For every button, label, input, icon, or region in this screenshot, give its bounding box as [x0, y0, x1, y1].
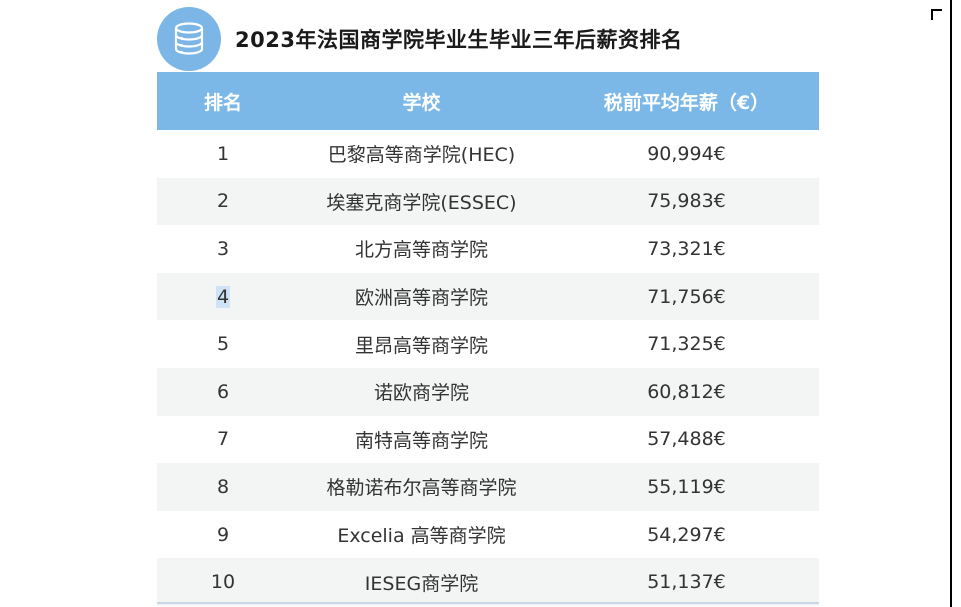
crop-corner-mark — [931, 9, 942, 20]
header-rank: 排名 — [203, 91, 242, 114]
header-school: 学校 — [402, 91, 441, 114]
rank-cell: 3 — [216, 237, 230, 260]
rank-cell: 4 — [157, 285, 289, 308]
school-cell: 欧洲高等商学院 — [354, 287, 488, 310]
school-cell: 诺欧商学院 — [373, 382, 469, 405]
salary-cell: 55,119€ — [647, 475, 726, 498]
table-header: 排名 学校 税前平均年薪（€） — [157, 72, 819, 130]
table-row: 6 诺欧商学院 60,812€ — [157, 367, 819, 416]
table-row: 5 里昂高等商学院 71,325€ — [157, 320, 819, 368]
page-title: 2023年法国商学院毕业生毕业三年后薪资排名 — [235, 28, 683, 52]
table-row: 8 格勒诺布尔高等商学院 55,119€ — [157, 463, 819, 511]
rank-cell: 2 — [216, 190, 230, 213]
salary-cell: 73,321€ — [647, 237, 726, 260]
rank-cell: 5 — [216, 333, 230, 356]
rank-cell: 7 — [216, 428, 230, 451]
school-cell: Excelia 高等商学院 — [337, 525, 506, 548]
rank-cell: 8 — [216, 475, 230, 498]
school-cell: 格勒诺布尔高等商学院 — [326, 477, 517, 500]
school-cell: 北方高等商学院 — [354, 239, 488, 262]
school-cell: 里昂高等商学院 — [354, 334, 488, 357]
school-cell: 巴黎高等商学院(HEC) — [327, 144, 516, 167]
school-cell: 埃塞克商学院(ESSEC) — [326, 191, 517, 214]
salary-cell: 71,325€ — [647, 333, 726, 356]
rank-cell: 1 — [216, 142, 230, 165]
salary-cell: 60,812€ — [647, 380, 726, 403]
window-right-edge — [950, 0, 952, 607]
table-row: 3 北方高等商学院 73,321€ — [157, 225, 819, 273]
rank-highlight: 4 — [215, 285, 231, 308]
table-bottom-border — [157, 602, 819, 604]
table-row: 7 南特高等商学院 57,488€ — [157, 416, 819, 464]
rank-cell: 6 — [216, 380, 230, 403]
rank-cell: 10 — [210, 571, 236, 594]
salary-cell: 90,994€ — [647, 142, 726, 165]
table-row: 1 巴黎高等商学院(HEC) 90,994€ — [157, 130, 819, 178]
school-cell: 南特高等商学院 — [354, 429, 488, 452]
database-icon — [157, 7, 221, 71]
database-icon-graphic — [174, 22, 204, 55]
school-cell: IESEG商学院 — [364, 572, 479, 595]
table-row: 2 埃塞克商学院(ESSEC) 75,983€ — [157, 177, 819, 226]
table-row: 4 欧洲高等商学院 71,756€ — [157, 272, 819, 321]
table-row: 9 Excelia 高等商学院 54,297€ — [157, 511, 819, 559]
salary-cell: 51,137€ — [647, 571, 726, 594]
table-row: 10 IESEG商学院 51,137€ — [157, 558, 819, 606]
salary-cell: 57,488€ — [647, 428, 726, 451]
header-salary: 税前平均年薪（€） — [603, 91, 770, 114]
salary-cell: 75,983€ — [647, 190, 726, 213]
salary-cell: 54,297€ — [647, 523, 726, 546]
salary-cell: 71,756€ — [647, 285, 726, 308]
salary-ranking-table: 排名 学校 税前平均年薪（€） 1 巴黎高等商学院(HEC) 90,994€ 2… — [157, 72, 819, 606]
rank-cell: 9 — [216, 523, 230, 546]
